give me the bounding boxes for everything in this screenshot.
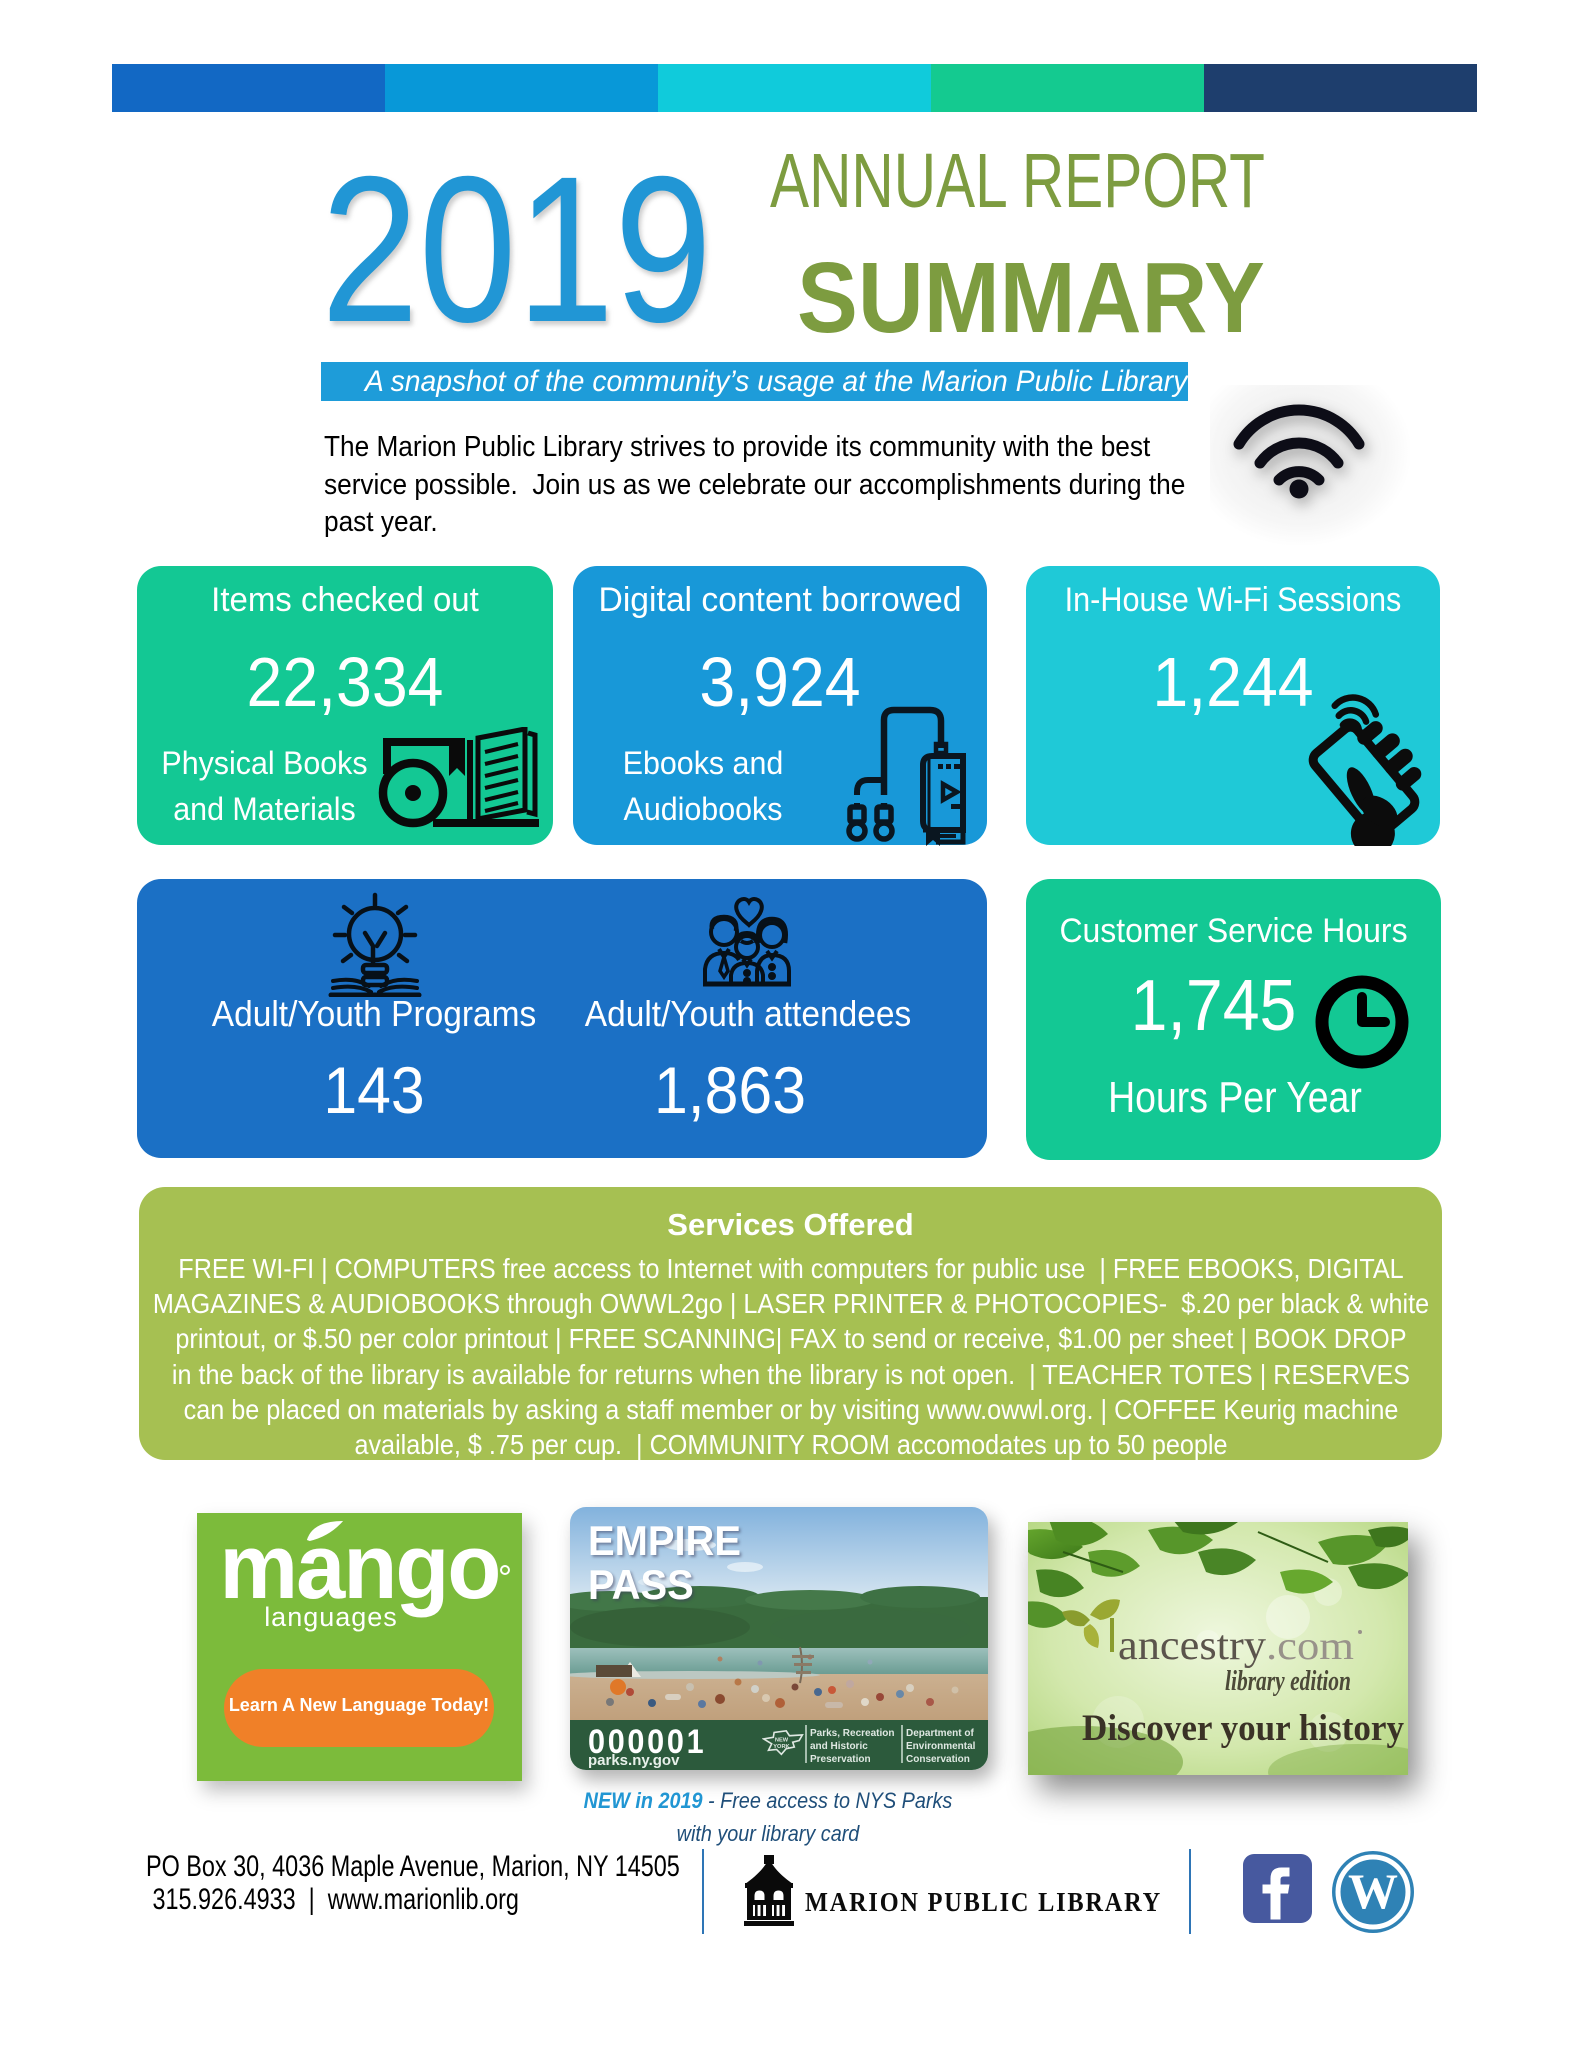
svg-text:library edition: library edition xyxy=(1225,1665,1351,1697)
svg-text:ancestry: ancestry xyxy=(1118,1623,1266,1669)
svg-text:NEW: NEW xyxy=(775,1737,789,1743)
svg-text:W: W xyxy=(1348,1863,1398,1919)
svg-text:YORK: YORK xyxy=(773,1744,790,1750)
svg-text:.com: .com xyxy=(1266,1623,1354,1668)
svg-text:Discover your history: Discover your history xyxy=(1082,1708,1404,1749)
